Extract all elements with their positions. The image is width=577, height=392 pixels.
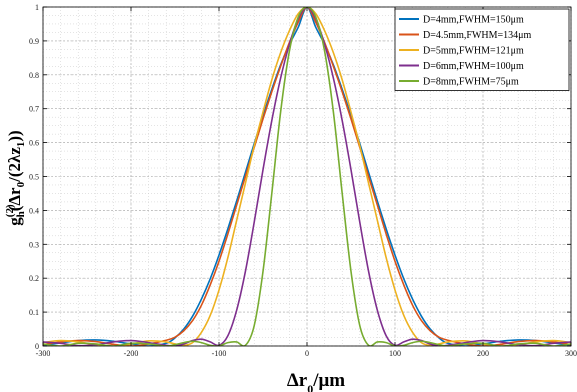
legend-label-4: D=6mm,FWHM=100μm [423,61,524,72]
y-tick-label: 0 [35,342,39,351]
y-label-close: )) [5,130,24,141]
x-tick-label: 0 [305,349,309,358]
y-tick-label: 0.6 [29,139,39,148]
series-line-5 [43,7,571,346]
x-tick-label: -300 [36,349,51,358]
series-line-3 [43,7,571,346]
y-tick-label: 0.4 [29,206,39,215]
y-tick-label: 0.5 [29,173,39,182]
x-tick-label: -200 [124,349,139,358]
y-label-g: g [5,217,24,226]
y-label-sub-0: 0 [15,181,27,187]
x-axis-label: Δr0/μm [287,370,345,392]
y-tick-label: 0.2 [29,274,39,283]
x-label-delta-r: Δr [287,370,308,391]
x-tick-label: 200 [477,349,489,358]
y-label-sup: (2) [4,204,16,217]
y-label-arg: (Δr [5,187,24,211]
y-label-den: /(2λz [5,147,24,183]
y-tick-label: 0.1 [29,308,39,317]
legend-label-3: D=5mm,FWHM=121μm [423,46,524,57]
y-tick-label: 0.9 [29,37,39,46]
y-tick-labels: 0 0.1 0.2 0.3 0.4 0.5 0.6 0.7 0.8 0.9 1 [29,3,39,351]
y-label-sub-1: 1 [15,142,27,148]
legend-label-5: D=8mm,FWHM=75μm [423,77,519,88]
y-tick-label: 1 [35,3,39,12]
y-tick-label: 0.3 [29,240,39,249]
x-tick-label: 300 [565,349,577,358]
legend-box [394,8,570,91]
legend: D=4mm,FWHM=150μm D=4.5mm,FWHM=134μm D=5mm,… [394,8,570,91]
x-label-sub: 0 [307,382,313,392]
series-line-1 [43,7,571,346]
legend-label-2: D=4.5mm,FWHM=134μm [423,30,532,41]
x-tick-label: -100 [212,349,227,358]
series-line-2 [43,7,571,346]
x-tick-label: 100 [389,349,401,358]
y-axis-label: g(2)h(Δr0/(2λz1)) [4,130,27,225]
legend-label-1: D=4mm,FWHM=150μm [423,15,524,26]
x-tick-labels: -300 -200 -100 0 100 200 300 [36,349,577,358]
x-label-unit: /μm [312,370,345,391]
y-tick-label: 0.8 [29,71,39,80]
y-label-sub-h: h [15,211,27,217]
y-tick-label: 0.7 [29,105,39,114]
series-lines [43,7,571,346]
